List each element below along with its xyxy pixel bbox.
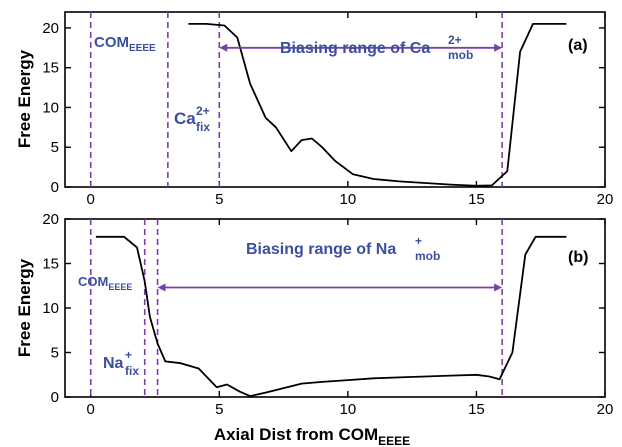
ticks-b: 0 5 10 15 20 0 5 10 15 20 xyxy=(42,211,613,418)
y-tick-label-b: 5 xyxy=(51,345,59,362)
panel-a: 0 5 10 15 20 0 5 10 15 20 Free Energy (a) COMEEEE… xyxy=(15,11,613,208)
biasing-range-a xyxy=(219,43,503,52)
y-axis-label-a: Free Energy xyxy=(15,49,34,148)
free-energy-curve-b xyxy=(95,235,567,397)
y-axis-label-b: Free Energy xyxy=(15,258,34,357)
x-tick-label-a: 0 xyxy=(87,191,95,208)
na-fix-base-b: Na xyxy=(103,355,124,372)
x-tick-label-b: 10 xyxy=(340,401,357,418)
range-sup-b: + xyxy=(415,234,422,248)
na-fix-label-b: Na xyxy=(103,355,124,372)
ca-fix-sup-a: 2+ xyxy=(196,104,210,118)
na-fix-sup-b: + xyxy=(125,348,132,362)
ca-fix-base-a: Ca xyxy=(174,109,196,128)
ticks-a: 0 5 10 15 20 0 5 10 15 20 xyxy=(42,12,613,208)
x-tick-label-a: 15 xyxy=(468,191,485,208)
x-tick-label-b: 0 xyxy=(87,401,95,418)
y-tick-label-b: 10 xyxy=(42,300,59,317)
range-arrowhead-left-b xyxy=(157,283,166,292)
com-sub-a: EEEE xyxy=(129,43,156,54)
vlines-a xyxy=(89,12,503,187)
com-base-a: COM xyxy=(94,34,129,51)
panel-label-b: (b) xyxy=(568,249,588,266)
ca-fix-sub-a: fix xyxy=(196,120,210,134)
com-label-a: COMEEEE xyxy=(94,34,156,54)
com-sub-b: EEEE xyxy=(108,282,132,292)
na-fix-sub-b: fix xyxy=(125,364,139,378)
range-text-b: Biasing range of Na xyxy=(246,241,396,258)
free-energy-curve-a xyxy=(188,23,567,187)
x-tick-label-a: 20 xyxy=(597,191,614,208)
x-axis-label-base: Axial Dist from COM xyxy=(214,425,378,444)
y-tick-label-b: 20 xyxy=(42,211,59,228)
x-tick-label-b: 5 xyxy=(215,401,223,418)
y-tick-label-a: 15 xyxy=(42,60,59,77)
x-axis-label: Axial Dist from COMEEEE xyxy=(214,425,410,447)
com-label-b: COMEEEE xyxy=(78,274,132,292)
x-tick-label-b: 20 xyxy=(597,401,614,418)
x-tick-label-a: 5 xyxy=(215,191,223,208)
y-tick-label-a: 10 xyxy=(42,99,59,116)
range-sub-b: mob xyxy=(415,249,440,263)
x-axis-label-sub: EEEE xyxy=(378,434,410,447)
ca-fix-label-a: Ca xyxy=(174,109,196,128)
y-tick-label-a: 0 xyxy=(51,179,59,196)
range-sub-a: mob xyxy=(448,48,473,62)
range-sup-a: 2+ xyxy=(448,33,462,47)
plot-frame-a xyxy=(64,11,606,188)
x-tick-label-a: 10 xyxy=(340,191,357,208)
range-arrowhead-left-a xyxy=(219,43,228,52)
range-label-a: Biasing range of Ca xyxy=(280,40,430,57)
range-label-b: Biasing range of Na xyxy=(246,241,396,258)
com-base-b: COM xyxy=(78,274,108,289)
range-arrowhead-right-b xyxy=(494,283,503,292)
range-arrowhead-right-a xyxy=(494,43,503,52)
y-tick-label-b: 0 xyxy=(51,389,59,406)
biasing-range-b xyxy=(157,283,503,292)
y-tick-label-a: 20 xyxy=(42,20,59,37)
x-tick-label-b: 15 xyxy=(468,401,485,418)
range-text-a: Biasing range of Ca xyxy=(280,40,430,57)
y-tick-label-a: 5 xyxy=(51,139,59,156)
panel-label-a: (a) xyxy=(568,37,588,54)
y-tick-label-b: 15 xyxy=(42,256,59,273)
